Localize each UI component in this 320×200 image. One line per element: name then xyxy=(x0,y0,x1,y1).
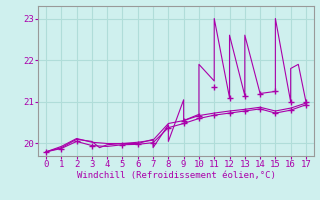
X-axis label: Windchill (Refroidissement éolien,°C): Windchill (Refroidissement éolien,°C) xyxy=(76,171,276,180)
